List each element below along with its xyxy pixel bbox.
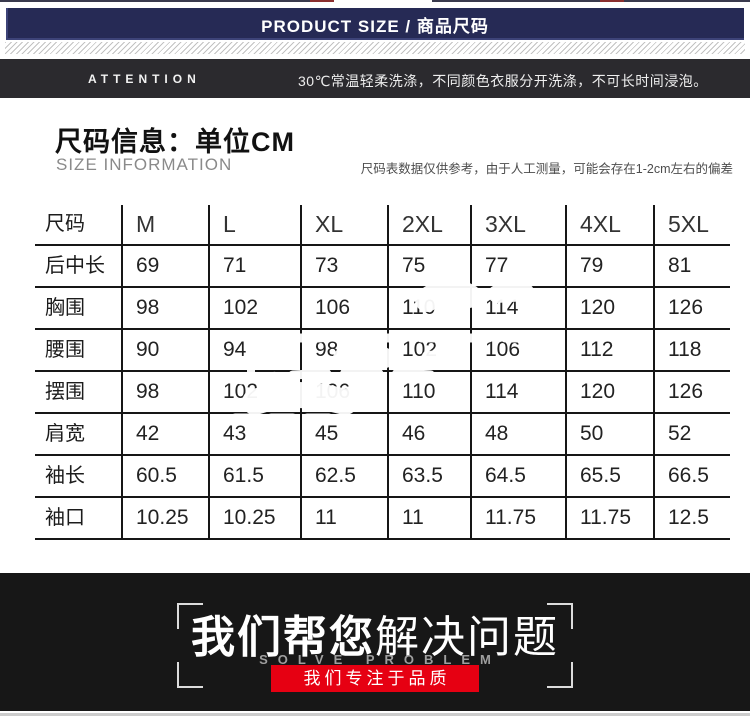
table-row: 袖口 10.25 10.25 11 11 11.75 11.75 12.5 (35, 498, 730, 540)
table-row: 袖长 60.5 61.5 62.5 63.5 64.5 65.5 66.5 (35, 456, 730, 498)
value-cell: 106 (300, 372, 387, 412)
value-cell: 11.75 (470, 498, 565, 538)
header-cell: 4XL (565, 205, 653, 244)
value-cell: 63.5 (387, 456, 470, 496)
size-table: 尺码 M L XL 2XL 3XL 4XL 5XL 后中长 69 71 73 7… (35, 205, 730, 540)
bracket-top-left-icon (177, 603, 203, 629)
value-cell: 114 (470, 372, 565, 412)
value-cell: 12.5 (653, 498, 730, 538)
footer-title: 我们帮您解决问题 (0, 601, 750, 665)
header-cell: XL (300, 205, 387, 244)
value-cell: 75 (387, 246, 470, 286)
value-cell: 46 (387, 414, 470, 454)
value-cell: 106 (470, 330, 565, 370)
row-label-cell: 袖口 (45, 507, 85, 529)
value-cell: 10.25 (208, 498, 300, 538)
product-size-banner: PRODUCT SIZE / 商品尺码 (6, 8, 744, 40)
value-cell: 69 (121, 246, 208, 286)
row-label-cell: 摆围 (45, 381, 85, 403)
value-cell: 118 (653, 330, 730, 370)
value-cell: 61.5 (208, 456, 300, 496)
value-cell: 110 (387, 288, 470, 328)
footer-ribbon: 我们专注于品质 (271, 665, 479, 692)
attention-text: 30℃常温轻柔洗涤，不同颜色衣服分开洗涤，不可长时间浸泡。 (298, 73, 708, 89)
diagonal-hatch-ribbon (5, 42, 745, 54)
value-cell: 60.5 (121, 456, 208, 496)
value-cell: 42 (121, 414, 208, 454)
footer-subtitle: SOLVE PROBLEM (259, 652, 501, 667)
value-cell: 102 (208, 372, 300, 412)
value-cell: 94 (208, 330, 300, 370)
value-cell: 73 (300, 246, 387, 286)
value-cell: 90 (121, 330, 208, 370)
row-label-cell: 袖长 (45, 465, 85, 487)
value-cell: 98 (300, 330, 387, 370)
header-cell: 2XL (387, 205, 470, 244)
value-cell: 52 (653, 414, 730, 454)
value-cell: 77 (470, 246, 565, 286)
value-cell: 62.5 (300, 456, 387, 496)
header-cell: 3XL (470, 205, 565, 244)
value-cell: 110 (387, 372, 470, 412)
value-cell: 126 (653, 288, 730, 328)
value-cell: 45 (300, 414, 387, 454)
row-label-cell: 后中长 (45, 255, 105, 277)
size-info-title: 尺码信息：单位CM (55, 127, 295, 157)
table-header-row: 尺码 M L XL 2XL 3XL 4XL 5XL (35, 205, 730, 246)
header-cell: 5XL (653, 205, 730, 244)
value-cell: 106 (300, 288, 387, 328)
row-label-cell: 腰围 (45, 339, 85, 361)
value-cell: 10.25 (121, 498, 208, 538)
value-cell: 66.5 (653, 456, 730, 496)
value-cell: 102 (208, 288, 300, 328)
value-cell: 11.75 (565, 498, 653, 538)
bracket-top-right-icon (547, 603, 573, 629)
header-cell: M (121, 205, 208, 244)
table-row: 摆围 98 102 106 110 114 120 126 (35, 372, 730, 414)
value-cell: 112 (565, 330, 653, 370)
bottom-divider (0, 713, 750, 716)
value-cell: 43 (208, 414, 300, 454)
value-cell: 126 (653, 372, 730, 412)
value-cell: 114 (470, 288, 565, 328)
value-cell: 98 (121, 288, 208, 328)
top-cropped-line (0, 0, 750, 2)
footer-title-light: 解决问题 (375, 613, 559, 662)
row-label-cell: 胸围 (45, 297, 85, 319)
header-cell: L (208, 205, 300, 244)
bracket-bottom-left-icon (177, 662, 203, 688)
value-cell: 71 (208, 246, 300, 286)
value-cell: 120 (565, 288, 653, 328)
value-cell: 65.5 (565, 456, 653, 496)
value-cell: 120 (565, 372, 653, 412)
value-cell: 48 (470, 414, 565, 454)
attention-bar: ATTENTION 30℃常温轻柔洗涤，不同颜色衣服分开洗涤，不可长时间浸泡。 (0, 59, 750, 98)
table-row: 腰围 90 94 98 102 106 112 118 (35, 330, 730, 372)
attention-label: ATTENTION (88, 72, 201, 86)
footer-title-bold: 我们帮您 (191, 613, 375, 662)
product-size-title: PRODUCT SIZE / 商品尺码 (261, 16, 489, 36)
value-cell: 11 (387, 498, 470, 538)
value-cell: 64.5 (470, 456, 565, 496)
footer-banner: 我们帮您解决问题 SOLVE PROBLEM 我们专注于品质 (0, 573, 750, 711)
table-row: 肩宽 42 43 45 46 48 50 52 (35, 414, 730, 456)
table-row: 后中长 69 71 73 75 77 79 81 (35, 246, 730, 288)
bracket-bottom-right-icon (547, 662, 573, 688)
table-row: 胸围 98 102 106 110 114 120 126 (35, 288, 730, 330)
size-info-subtitle: SIZE INFORMATION (56, 155, 233, 174)
row-label-cell: 肩宽 (45, 423, 85, 445)
value-cell: 50 (565, 414, 653, 454)
size-info-note: 尺码表数据仅供参考，由于人工测量，可能会存在1-2cm左右的偏差 (360, 162, 733, 176)
header-cell: 尺码 (45, 213, 85, 235)
value-cell: 102 (387, 330, 470, 370)
value-cell: 98 (121, 372, 208, 412)
value-cell: 81 (653, 246, 730, 286)
value-cell: 79 (565, 246, 653, 286)
value-cell: 11 (300, 498, 387, 538)
